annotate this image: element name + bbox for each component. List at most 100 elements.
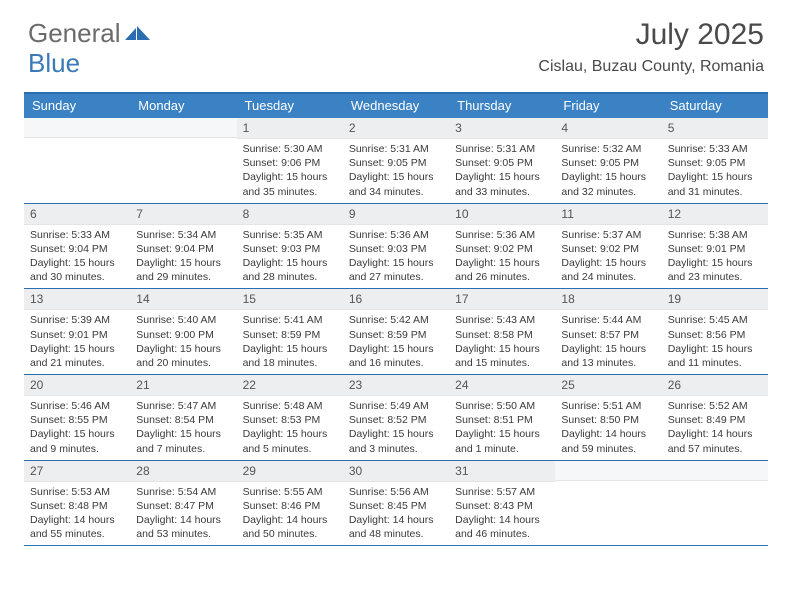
- day-cell: 11Sunrise: 5:37 AMSunset: 9:02 PMDayligh…: [555, 204, 661, 289]
- day-cell: 30Sunrise: 5:56 AMSunset: 8:45 PMDayligh…: [343, 461, 449, 546]
- day-number: 30: [343, 461, 449, 482]
- day-number: 8: [237, 204, 343, 225]
- day-number: 24: [449, 375, 555, 396]
- day-number: 28: [130, 461, 236, 482]
- day-number: 18: [555, 289, 661, 310]
- day-details: Sunrise: 5:35 AMSunset: 9:03 PMDaylight:…: [237, 225, 343, 289]
- week-row: 6Sunrise: 5:33 AMSunset: 9:04 PMDaylight…: [24, 204, 768, 290]
- day-cell: 26Sunrise: 5:52 AMSunset: 8:49 PMDayligh…: [662, 375, 768, 460]
- dow-friday: Friday: [555, 94, 661, 118]
- week-row: 1Sunrise: 5:30 AMSunset: 9:06 PMDaylight…: [24, 118, 768, 204]
- day-details: Sunrise: 5:39 AMSunset: 9:01 PMDaylight:…: [24, 310, 130, 374]
- day-number: 15: [237, 289, 343, 310]
- dow-saturday: Saturday: [662, 94, 768, 118]
- day-details: Sunrise: 5:34 AMSunset: 9:04 PMDaylight:…: [130, 225, 236, 289]
- day-cell: 16Sunrise: 5:42 AMSunset: 8:59 PMDayligh…: [343, 289, 449, 374]
- day-details: Sunrise: 5:56 AMSunset: 8:45 PMDaylight:…: [343, 482, 449, 546]
- day-cell: 7Sunrise: 5:34 AMSunset: 9:04 PMDaylight…: [130, 204, 236, 289]
- day-number: 22: [237, 375, 343, 396]
- day-details: Sunrise: 5:33 AMSunset: 9:05 PMDaylight:…: [662, 139, 768, 203]
- day-cell: 14Sunrise: 5:40 AMSunset: 9:00 PMDayligh…: [130, 289, 236, 374]
- day-details: Sunrise: 5:44 AMSunset: 8:57 PMDaylight:…: [555, 310, 661, 374]
- day-number: 13: [24, 289, 130, 310]
- day-cell: 19Sunrise: 5:45 AMSunset: 8:56 PMDayligh…: [662, 289, 768, 374]
- day-cell: 27Sunrise: 5:53 AMSunset: 8:48 PMDayligh…: [24, 461, 130, 546]
- day-number: 7: [130, 204, 236, 225]
- dow-monday: Monday: [130, 94, 236, 118]
- day-details: Sunrise: 5:36 AMSunset: 9:03 PMDaylight:…: [343, 225, 449, 289]
- day-number: 11: [555, 204, 661, 225]
- day-number: 2: [343, 118, 449, 139]
- day-details: Sunrise: 5:45 AMSunset: 8:56 PMDaylight:…: [662, 310, 768, 374]
- day-details: Sunrise: 5:47 AMSunset: 8:54 PMDaylight:…: [130, 396, 236, 460]
- day-cell: 15Sunrise: 5:41 AMSunset: 8:59 PMDayligh…: [237, 289, 343, 374]
- day-number: 20: [24, 375, 130, 396]
- day-number: 10: [449, 204, 555, 225]
- day-details: Sunrise: 5:55 AMSunset: 8:46 PMDaylight:…: [237, 482, 343, 546]
- dow-sunday: Sunday: [24, 94, 130, 118]
- day-number: 17: [449, 289, 555, 310]
- day-cell: [555, 461, 661, 546]
- weeks-container: 1Sunrise: 5:30 AMSunset: 9:06 PMDaylight…: [24, 118, 768, 546]
- day-details: Sunrise: 5:37 AMSunset: 9:02 PMDaylight:…: [555, 225, 661, 289]
- day-number: 12: [662, 204, 768, 225]
- dow-wednesday: Wednesday: [343, 94, 449, 118]
- day-cell: 23Sunrise: 5:49 AMSunset: 8:52 PMDayligh…: [343, 375, 449, 460]
- week-row: 20Sunrise: 5:46 AMSunset: 8:55 PMDayligh…: [24, 375, 768, 461]
- day-cell: 25Sunrise: 5:51 AMSunset: 8:50 PMDayligh…: [555, 375, 661, 460]
- day-details: Sunrise: 5:43 AMSunset: 8:58 PMDaylight:…: [449, 310, 555, 374]
- page-title: July 2025: [538, 18, 764, 52]
- day-cell: 2Sunrise: 5:31 AMSunset: 9:05 PMDaylight…: [343, 118, 449, 203]
- day-number: 6: [24, 204, 130, 225]
- day-details: Sunrise: 5:52 AMSunset: 8:49 PMDaylight:…: [662, 396, 768, 460]
- day-cell: 20Sunrise: 5:46 AMSunset: 8:55 PMDayligh…: [24, 375, 130, 460]
- logo-text-general: General: [28, 18, 121, 49]
- day-details: Sunrise: 5:42 AMSunset: 8:59 PMDaylight:…: [343, 310, 449, 374]
- day-number: [662, 461, 768, 481]
- day-cell: 6Sunrise: 5:33 AMSunset: 9:04 PMDaylight…: [24, 204, 130, 289]
- day-number: [555, 461, 661, 481]
- day-cell: 1Sunrise: 5:30 AMSunset: 9:06 PMDaylight…: [237, 118, 343, 203]
- logo-flag-icon: [125, 18, 151, 49]
- day-cell: 29Sunrise: 5:55 AMSunset: 8:46 PMDayligh…: [237, 461, 343, 546]
- day-cell: 12Sunrise: 5:38 AMSunset: 9:01 PMDayligh…: [662, 204, 768, 289]
- logo-text-blue: Blue: [28, 48, 80, 79]
- day-number: 19: [662, 289, 768, 310]
- title-block: July 2025 Cislau, Buzau County, Romania: [538, 18, 764, 76]
- day-details: Sunrise: 5:53 AMSunset: 8:48 PMDaylight:…: [24, 482, 130, 546]
- day-details: Sunrise: 5:38 AMSunset: 9:01 PMDaylight:…: [662, 225, 768, 289]
- day-cell: [662, 461, 768, 546]
- day-cell: 17Sunrise: 5:43 AMSunset: 8:58 PMDayligh…: [449, 289, 555, 374]
- day-of-week-row: Sunday Monday Tuesday Wednesday Thursday…: [24, 94, 768, 118]
- dow-thursday: Thursday: [449, 94, 555, 118]
- day-details: Sunrise: 5:31 AMSunset: 9:05 PMDaylight:…: [343, 139, 449, 203]
- logo: General: [28, 18, 151, 49]
- day-details: Sunrise: 5:41 AMSunset: 8:59 PMDaylight:…: [237, 310, 343, 374]
- week-row: 27Sunrise: 5:53 AMSunset: 8:48 PMDayligh…: [24, 461, 768, 547]
- day-number: [24, 118, 130, 138]
- day-number: 9: [343, 204, 449, 225]
- day-number: 31: [449, 461, 555, 482]
- day-cell: 28Sunrise: 5:54 AMSunset: 8:47 PMDayligh…: [130, 461, 236, 546]
- week-row: 13Sunrise: 5:39 AMSunset: 9:01 PMDayligh…: [24, 289, 768, 375]
- day-number: 21: [130, 375, 236, 396]
- day-cell: 4Sunrise: 5:32 AMSunset: 9:05 PMDaylight…: [555, 118, 661, 203]
- dow-tuesday: Tuesday: [237, 94, 343, 118]
- day-number: 4: [555, 118, 661, 139]
- day-details: Sunrise: 5:49 AMSunset: 8:52 PMDaylight:…: [343, 396, 449, 460]
- day-cell: 10Sunrise: 5:36 AMSunset: 9:02 PMDayligh…: [449, 204, 555, 289]
- day-number: 5: [662, 118, 768, 139]
- day-details: Sunrise: 5:46 AMSunset: 8:55 PMDaylight:…: [24, 396, 130, 460]
- day-cell: 9Sunrise: 5:36 AMSunset: 9:03 PMDaylight…: [343, 204, 449, 289]
- day-number: 23: [343, 375, 449, 396]
- day-details: Sunrise: 5:32 AMSunset: 9:05 PMDaylight:…: [555, 139, 661, 203]
- day-cell: 8Sunrise: 5:35 AMSunset: 9:03 PMDaylight…: [237, 204, 343, 289]
- day-details: Sunrise: 5:40 AMSunset: 9:00 PMDaylight:…: [130, 310, 236, 374]
- day-details: Sunrise: 5:31 AMSunset: 9:05 PMDaylight:…: [449, 139, 555, 203]
- day-number: 25: [555, 375, 661, 396]
- day-cell: [24, 118, 130, 203]
- day-number: 1: [237, 118, 343, 139]
- day-details: Sunrise: 5:30 AMSunset: 9:06 PMDaylight:…: [237, 139, 343, 203]
- day-cell: 5Sunrise: 5:33 AMSunset: 9:05 PMDaylight…: [662, 118, 768, 203]
- day-details: Sunrise: 5:51 AMSunset: 8:50 PMDaylight:…: [555, 396, 661, 460]
